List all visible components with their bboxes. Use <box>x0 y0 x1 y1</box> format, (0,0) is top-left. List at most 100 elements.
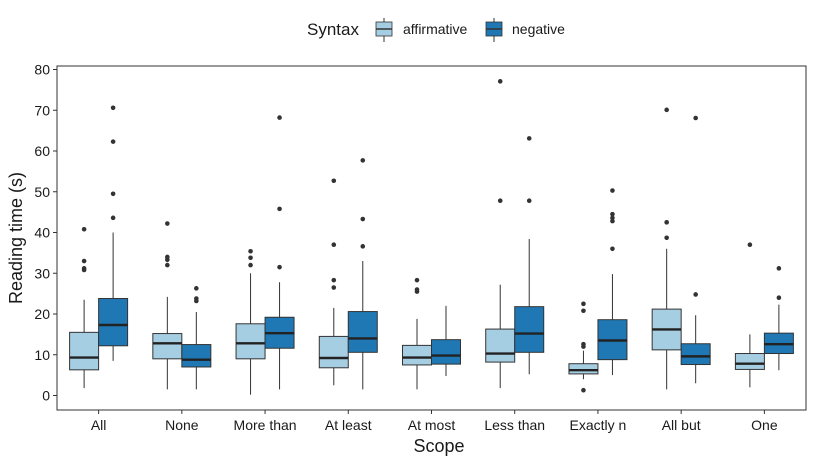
box-exactly-n-negative <box>597 188 628 376</box>
iqr-box <box>431 339 461 365</box>
outlier-point <box>610 218 615 224</box>
iqr-box <box>98 298 129 347</box>
y-axis-title: Reading time (s) <box>6 172 26 304</box>
outlier-point <box>194 286 199 291</box>
iqr-box <box>181 344 212 368</box>
legend-entry-negative: negative <box>485 18 565 42</box>
box-less-than-negative <box>514 136 545 375</box>
box-one-affirmative <box>734 242 765 388</box>
outlier-point <box>277 264 282 270</box>
outlier-point <box>81 258 87 264</box>
outlier-point <box>581 341 586 347</box>
outlier-point <box>360 216 366 222</box>
y-tick-label: 20 <box>34 306 50 322</box>
outlier-point <box>693 292 698 297</box>
outlier-point <box>110 191 116 197</box>
iqr-box <box>485 328 516 363</box>
outlier-point <box>610 211 615 217</box>
outlier-point <box>331 242 337 248</box>
outlier-point <box>331 178 337 184</box>
iqr-box <box>347 311 378 353</box>
outlier-point <box>610 215 615 221</box>
box-at-least-negative <box>347 158 378 390</box>
iqr-box <box>514 306 545 353</box>
x-tick-label-at-most: At most <box>408 417 456 433</box>
legend-label-negative: negative <box>512 21 565 37</box>
iqr-box <box>69 331 100 371</box>
outlier-point <box>165 262 170 268</box>
box-at-most-negative <box>431 305 461 376</box>
outlier-point <box>581 387 586 393</box>
iqr-box <box>235 323 266 360</box>
box-exactly-n-affirmative <box>568 301 599 393</box>
x-tick-label-one: One <box>751 417 778 433</box>
y-tick-label: 0 <box>42 388 50 404</box>
box-less-than-affirmative <box>485 79 516 389</box>
y-axis: 0 10 20 30 40 50 60 70 80 <box>34 62 57 404</box>
x-axis-title: Scope <box>413 436 464 456</box>
outlier-point <box>581 301 586 307</box>
outlier-point <box>360 158 366 163</box>
box-none-affirmative <box>152 221 183 390</box>
outlier-point <box>776 266 782 271</box>
outlier-point <box>248 262 253 268</box>
box-all-but-affirmative <box>651 107 682 390</box>
outlier-point <box>497 198 503 204</box>
outlier-point <box>610 188 615 193</box>
y-tick-label: 10 <box>34 347 50 363</box>
x-tick-label-less-than: Less than <box>484 417 545 433</box>
y-tick-label: 30 <box>34 265 50 281</box>
legend-label-affirmative: affirmative <box>403 21 468 37</box>
iqr-box <box>318 335 349 369</box>
iqr-box <box>734 353 765 370</box>
outlier-point <box>664 235 669 241</box>
outlier-point <box>526 136 532 141</box>
outlier-point <box>526 198 532 204</box>
outlier-point <box>693 115 698 121</box>
x-tick-label-none: None <box>165 417 199 433</box>
outlier-point <box>776 295 782 301</box>
x-axis: All None More than At least At most Less than… <box>91 410 778 433</box>
outlier-point <box>248 248 253 254</box>
box-at-least-affirmative <box>318 178 349 386</box>
iqr-box <box>680 343 711 366</box>
legend-entry-affirmative: affirmative <box>375 18 468 42</box>
outlier-point <box>110 215 116 221</box>
outlier-point <box>248 255 253 261</box>
outlier-point <box>277 115 282 120</box>
outlier-point <box>610 246 615 252</box>
outlier-point <box>664 220 669 225</box>
box-all-affirmative <box>69 226 100 389</box>
box-at-most-affirmative <box>402 277 432 390</box>
outlier-point <box>414 287 420 292</box>
outlier-point <box>331 285 337 290</box>
outlier-point <box>360 244 366 249</box>
box-series <box>69 79 794 395</box>
box-all-negative <box>98 105 129 361</box>
y-tick-label: 50 <box>34 184 50 200</box>
outlier-point <box>81 266 87 271</box>
outlier-point <box>414 277 420 283</box>
y-tick-label: 40 <box>34 225 50 241</box>
y-tick-label: 70 <box>34 102 50 118</box>
outlier-point <box>81 226 87 232</box>
iqr-box <box>568 363 599 375</box>
outlier-point <box>194 296 199 301</box>
outlier-point <box>165 221 170 226</box>
x-tick-label-exactly-n: Exactly n <box>570 417 627 433</box>
outlier-point <box>277 206 282 212</box>
box-one-negative <box>763 266 794 371</box>
iqr-box <box>402 344 432 366</box>
y-tick-label: 60 <box>34 143 50 159</box>
iqr-box <box>152 333 183 360</box>
x-tick-label-at-least: At least <box>325 417 372 433</box>
legend: Syntax affirmative negative <box>307 18 565 42</box>
outlier-point <box>110 139 116 144</box>
box-none-negative <box>181 286 212 390</box>
box-more-than-negative <box>264 115 295 390</box>
outlier-point <box>581 308 586 314</box>
outlier-point <box>664 107 669 113</box>
x-tick-label-all-but: All but <box>662 417 701 433</box>
x-tick-label-more-than: More than <box>234 417 297 433</box>
